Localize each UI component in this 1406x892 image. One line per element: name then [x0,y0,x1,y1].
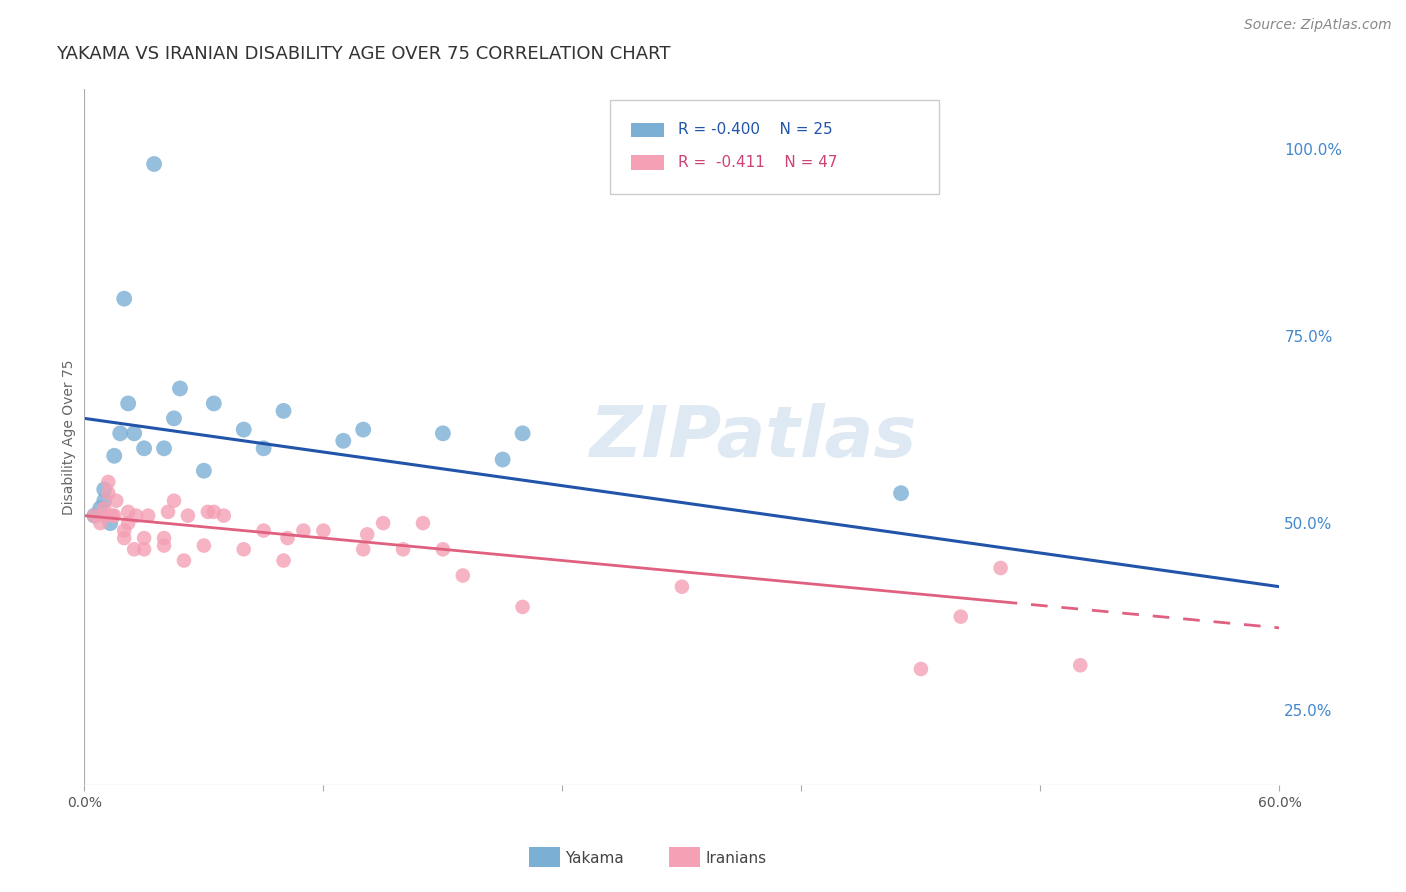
Point [212,508,235,523]
Point [193,464,215,478]
Point [112,524,135,538]
Point [122,426,145,441]
Point [292,524,315,538]
Point [1069,658,1091,673]
Point [492,452,515,467]
Point [117,396,139,410]
Point [125,508,148,523]
Point [356,527,378,541]
Point [273,404,295,418]
Point [153,539,176,553]
Point [373,516,395,530]
Text: YAKAMA VS IRANIAN DISABILITY AGE OVER 75 CORRELATION CHART: YAKAMA VS IRANIAN DISABILITY AGE OVER 75… [56,45,671,62]
Text: Source: ZipAtlas.com: Source: ZipAtlas.com [1244,18,1392,32]
Point [197,505,219,519]
Point [392,542,415,557]
Point [89,516,111,530]
Point [132,531,156,545]
FancyBboxPatch shape [630,123,664,137]
Point [432,542,454,557]
Point [117,505,139,519]
Point [412,516,434,530]
Point [451,568,474,582]
Point [97,486,120,500]
Point [671,580,693,594]
Point [1029,797,1052,811]
Point [990,561,1012,575]
Point [910,662,932,676]
Text: ZIPatlas: ZIPatlas [591,402,917,472]
Point [136,508,159,523]
Point [105,493,128,508]
Point [143,157,166,171]
Point [93,501,115,516]
Point [93,508,115,523]
FancyBboxPatch shape [630,155,664,170]
Point [112,292,135,306]
Point [169,381,191,395]
Point [157,505,180,519]
Point [112,531,135,545]
Point [352,542,374,557]
Point [949,609,972,624]
Point [277,531,299,545]
Point [332,434,354,448]
Point [83,508,105,523]
Text: Yakama: Yakama [565,851,624,865]
Point [890,486,912,500]
Point [177,508,200,523]
Point [97,475,120,489]
Point [101,508,124,523]
Point [83,508,105,523]
Point [432,426,454,441]
Point [110,426,132,441]
Y-axis label: Disability Age Over 75: Disability Age Over 75 [62,359,76,515]
Point [202,505,225,519]
Point [132,442,156,456]
Point [132,542,156,557]
Point [122,542,145,557]
Point [232,542,254,557]
Text: R =  -0.411    N = 47: R = -0.411 N = 47 [678,154,838,169]
Text: R = -0.400    N = 25: R = -0.400 N = 25 [678,122,832,137]
FancyBboxPatch shape [610,100,939,194]
Point [512,426,534,441]
Point [103,449,125,463]
Point [253,524,276,538]
Point [117,516,139,530]
Point [173,553,195,567]
Point [93,493,115,508]
Point [163,411,186,425]
Point [193,539,215,553]
Text: Iranians: Iranians [706,851,766,865]
Point [163,493,186,508]
Point [512,599,534,614]
Point [312,524,335,538]
Point [93,483,115,497]
Point [153,442,176,456]
Point [202,396,225,410]
Point [153,531,176,545]
Point [103,508,125,523]
Point [253,442,276,456]
Point [89,501,111,516]
Point [98,516,121,530]
Point [352,423,374,437]
Point [232,423,254,437]
Point [273,553,295,567]
